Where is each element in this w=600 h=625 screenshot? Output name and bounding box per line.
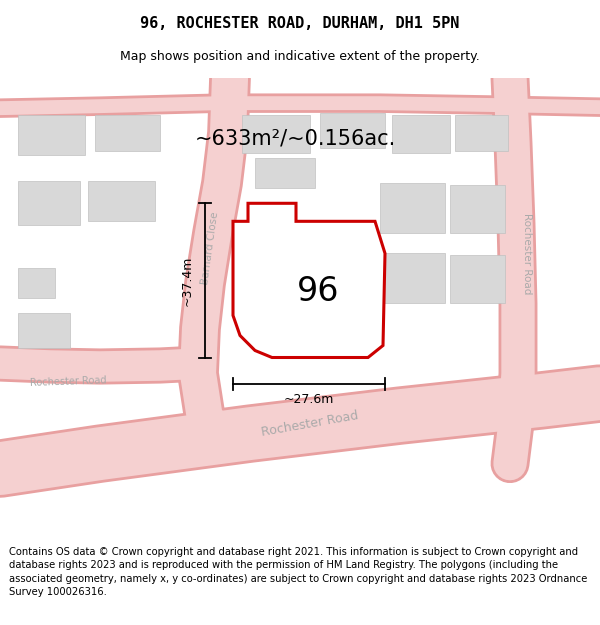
Text: Rochester Road: Rochester Road [29,375,106,388]
Text: ~37.4m: ~37.4m [181,255,193,306]
Text: Contains OS data © Crown copyright and database right 2021. This information is : Contains OS data © Crown copyright and d… [9,547,587,597]
Text: Rochester Road: Rochester Road [522,213,532,294]
Text: Barnard Close: Barnard Close [200,211,220,286]
Polygon shape [450,185,505,233]
Text: ~633m²/~0.156ac.: ~633m²/~0.156ac. [194,128,395,148]
Polygon shape [285,228,345,271]
Polygon shape [18,314,70,349]
Text: ~27.6m: ~27.6m [284,393,334,406]
Text: 96, ROCHESTER ROAD, DURHAM, DH1 5PN: 96, ROCHESTER ROAD, DURHAM, DH1 5PN [140,16,460,31]
Polygon shape [88,181,155,221]
Polygon shape [392,115,450,153]
Polygon shape [380,183,445,233]
Polygon shape [18,115,85,155]
Polygon shape [18,268,55,298]
Polygon shape [380,253,445,303]
Polygon shape [455,115,508,151]
Polygon shape [255,158,315,188]
Text: Rochester Road: Rochester Road [260,409,359,439]
Polygon shape [320,113,385,148]
Polygon shape [450,256,505,303]
Polygon shape [18,181,80,226]
Polygon shape [95,115,160,151]
Text: Map shows position and indicative extent of the property.: Map shows position and indicative extent… [120,50,480,62]
Polygon shape [233,203,385,358]
Text: 96: 96 [297,275,339,308]
Polygon shape [242,115,310,153]
